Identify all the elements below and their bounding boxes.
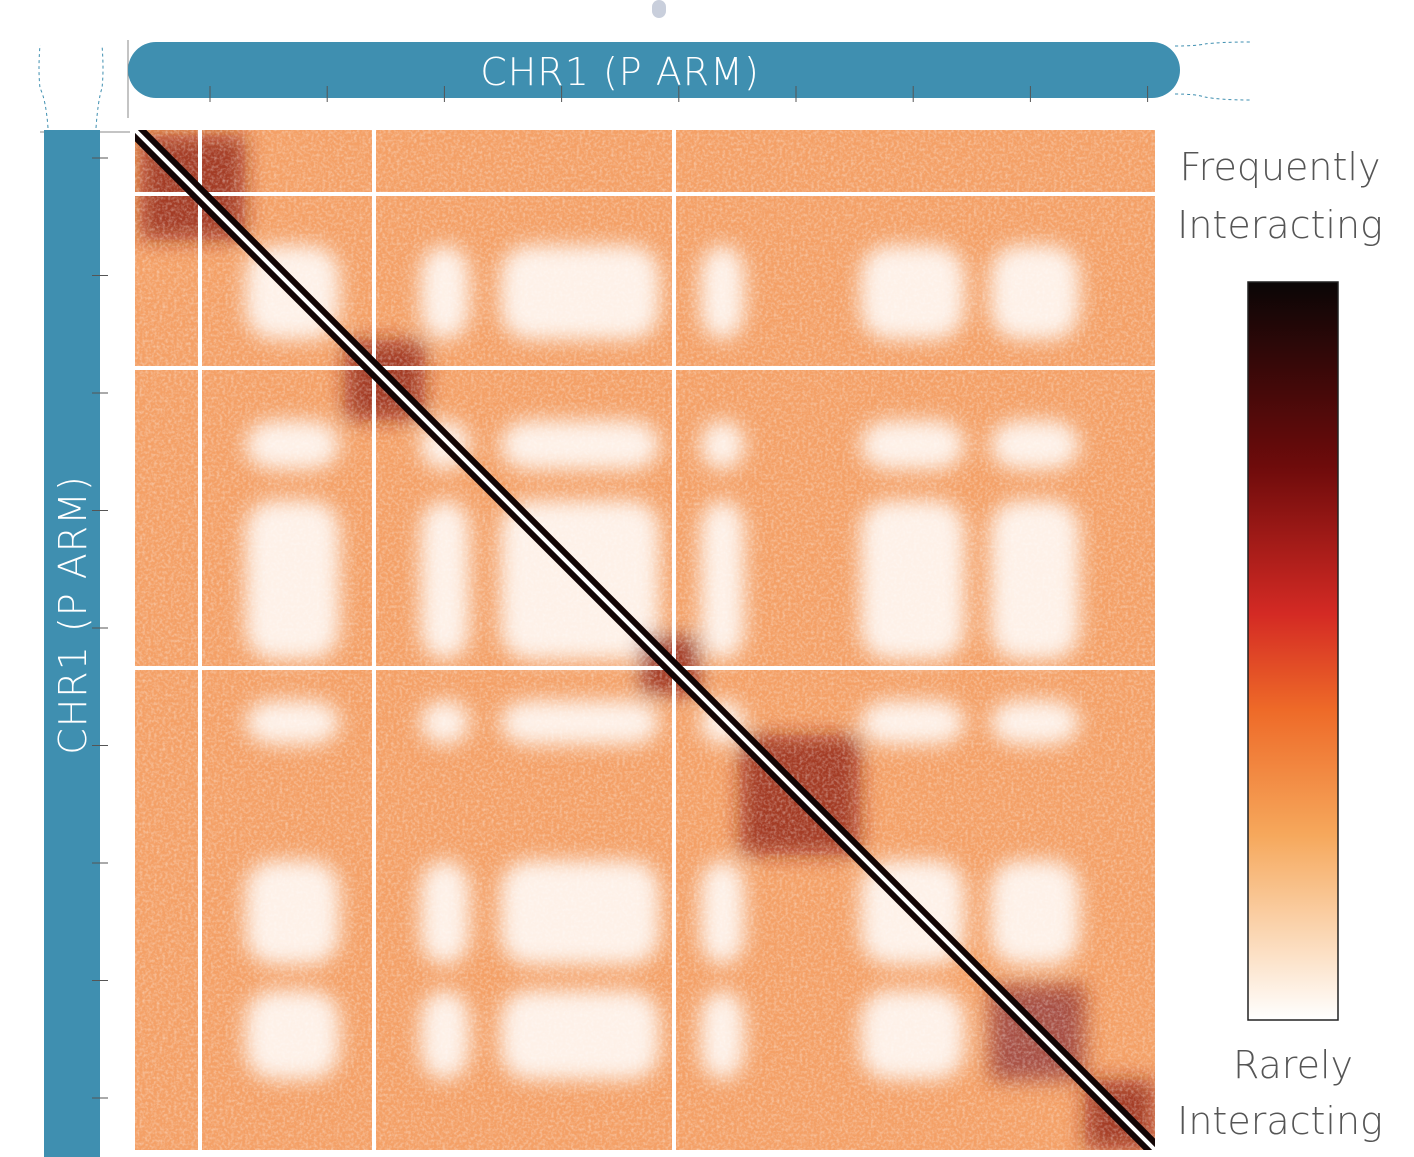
gap-line <box>135 666 1155 670</box>
chromosome-tail <box>39 45 103 128</box>
chromosome-tail <box>1175 42 1250 100</box>
figure: CHR1 (P ARM) CHR1 (P ARM) Frequently Int… <box>0 0 1414 1157</box>
legend-low: Interacting <box>1177 1099 1383 1143</box>
gap-line <box>135 366 1155 370</box>
connector <box>652 0 666 18</box>
gap-line <box>372 130 376 1150</box>
legend-high: Interacting <box>1177 203 1383 247</box>
legend-low: Rarely <box>1233 1043 1353 1087</box>
color-bar <box>1248 282 1338 1020</box>
gap-line <box>198 130 202 1150</box>
gap-line <box>135 192 1155 196</box>
gap-line <box>672 130 676 1150</box>
heatmap <box>135 130 1155 1150</box>
left-label: CHR1 (P ARM) <box>51 475 95 755</box>
top-label: CHR1 (P ARM) <box>480 50 760 94</box>
legend-high: Frequently <box>1180 145 1381 189</box>
